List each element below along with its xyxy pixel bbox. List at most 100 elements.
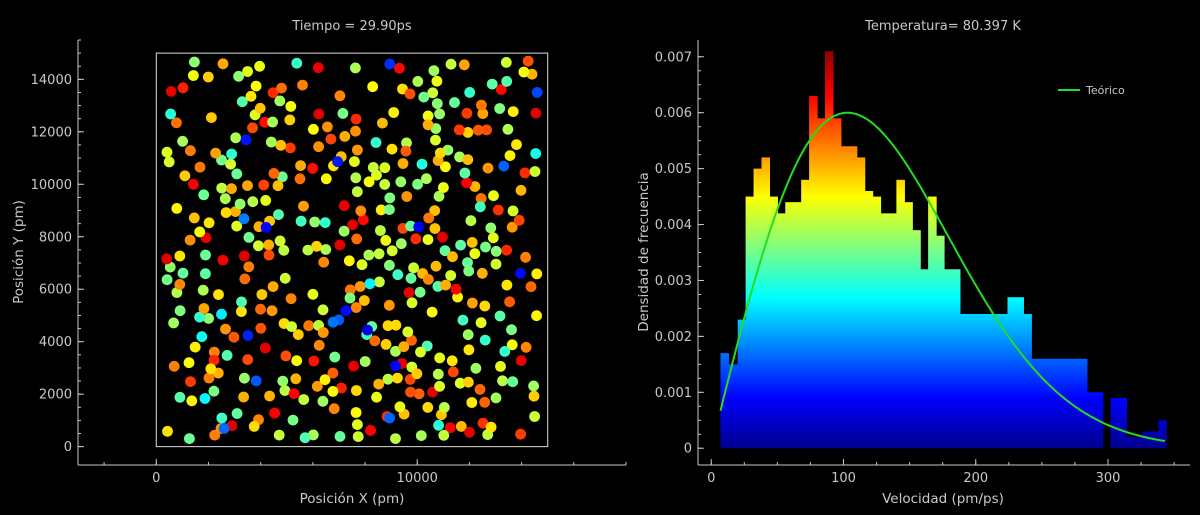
particle <box>198 189 210 201</box>
particle <box>490 245 502 257</box>
particle <box>267 281 279 292</box>
histogram-bar <box>975 314 985 449</box>
particle <box>446 355 458 367</box>
particle <box>238 391 250 403</box>
particle <box>338 225 350 237</box>
particle <box>273 209 284 221</box>
particle <box>501 76 513 87</box>
particle <box>174 305 186 317</box>
particle <box>255 303 266 315</box>
particle <box>406 297 418 309</box>
particle <box>351 233 363 245</box>
histogram-bar <box>1086 392 1096 449</box>
histogram-bar <box>1078 358 1088 449</box>
particle <box>384 412 395 424</box>
particle <box>294 173 306 185</box>
particle <box>239 372 250 384</box>
particle <box>317 304 329 316</box>
histogram-bar <box>944 269 953 449</box>
particle <box>429 223 441 234</box>
histogram-bar <box>1158 420 1167 449</box>
particle <box>479 300 491 312</box>
particle <box>197 284 209 296</box>
particle <box>260 195 272 206</box>
particle <box>264 390 275 402</box>
particle <box>319 217 331 229</box>
particle <box>221 350 233 361</box>
particle <box>463 265 475 277</box>
scatter-y-tick-label: 8000 <box>39 230 72 245</box>
particle <box>529 166 541 177</box>
particle <box>328 403 340 415</box>
particle <box>208 354 220 366</box>
particle <box>267 87 279 98</box>
particle <box>236 96 248 108</box>
particle <box>284 142 296 154</box>
particle <box>462 257 473 268</box>
particle <box>238 213 250 225</box>
particle <box>401 137 412 149</box>
histogram-y-tick-label: 0.005 <box>655 162 692 177</box>
histogram-axes: 0 0.001 0.002 0.003 0.004 0.005 0.006 0.007 0 100… <box>655 40 1190 486</box>
particle <box>162 425 173 437</box>
particle <box>384 259 395 271</box>
histogram-bar <box>769 196 778 449</box>
particle <box>500 57 512 68</box>
particle <box>303 320 315 332</box>
particle <box>320 173 332 185</box>
particle <box>440 279 451 291</box>
scatter-y-tick-label: 14000 <box>31 73 72 88</box>
particle <box>515 428 526 440</box>
particle <box>430 260 442 272</box>
particle <box>415 430 427 441</box>
particle <box>455 239 466 251</box>
particle <box>450 283 462 295</box>
particle <box>337 108 349 119</box>
particle <box>228 331 240 343</box>
particle <box>476 267 488 279</box>
particle <box>349 156 360 168</box>
particle <box>363 249 375 261</box>
particle <box>520 251 531 263</box>
particle <box>367 81 379 93</box>
particle <box>273 429 285 441</box>
particle <box>390 433 401 444</box>
particle <box>220 207 232 219</box>
particle <box>398 341 410 353</box>
particle <box>327 316 339 328</box>
histogram-bar <box>1118 397 1128 449</box>
histogram-bar <box>1126 437 1136 449</box>
particle <box>384 204 395 216</box>
histogram-bar <box>817 118 826 449</box>
particle <box>230 132 242 144</box>
histogram-bar <box>728 364 739 449</box>
histogram-bar <box>840 146 850 449</box>
particle <box>274 95 286 107</box>
particle <box>474 384 486 395</box>
particle <box>336 382 347 394</box>
particle <box>475 193 487 204</box>
particle <box>388 107 400 118</box>
particle <box>469 248 481 260</box>
histogram-bar <box>991 314 1001 449</box>
particle <box>431 98 443 109</box>
particle <box>359 356 371 367</box>
particle <box>464 87 476 98</box>
particle <box>469 181 481 192</box>
particle <box>461 177 472 189</box>
histogram-bar <box>959 314 969 449</box>
particle <box>334 431 346 442</box>
scatter-points <box>161 55 543 444</box>
histogram-bar <box>1070 358 1080 449</box>
particle <box>313 108 325 120</box>
particle <box>243 232 255 243</box>
particle <box>177 135 189 147</box>
particle <box>490 392 502 404</box>
scatter-y-tick-label: 10000 <box>31 178 72 193</box>
particle <box>350 125 361 137</box>
particle <box>188 178 199 190</box>
particle <box>308 355 320 367</box>
particle <box>220 323 231 335</box>
particle <box>466 237 478 248</box>
particle <box>502 123 514 135</box>
